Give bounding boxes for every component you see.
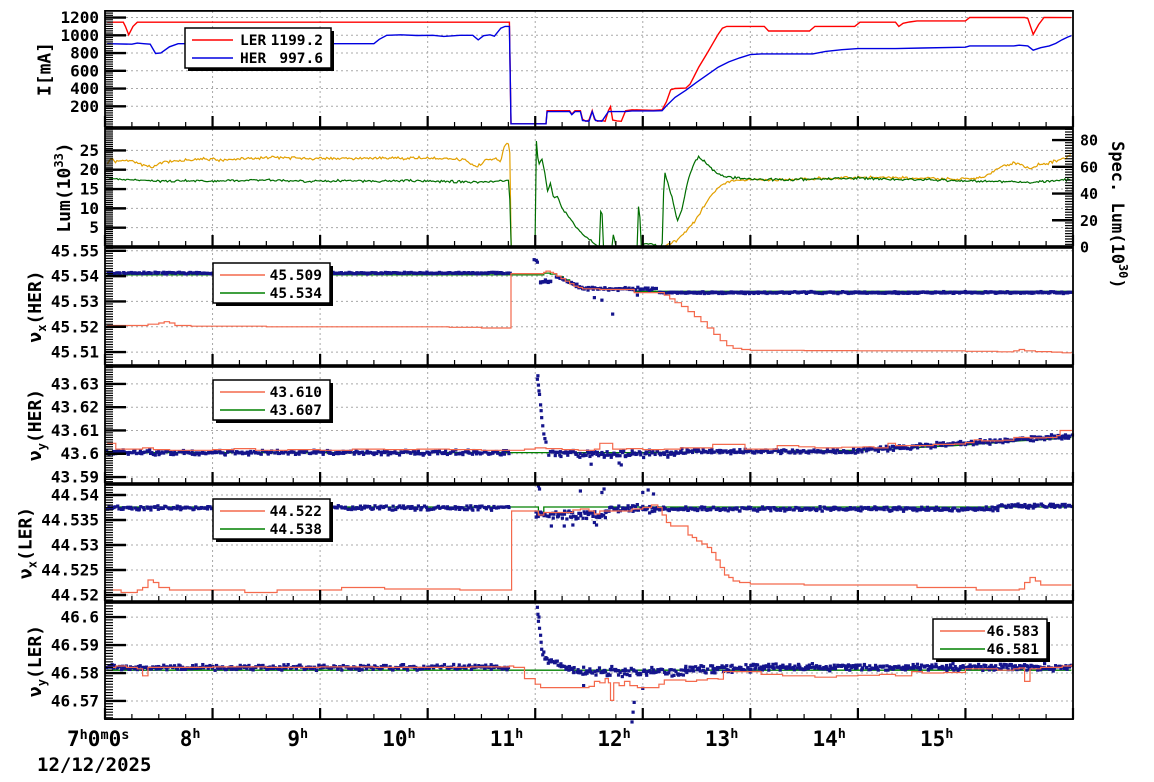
right-tick-label: 20 <box>1080 212 1098 230</box>
y-tick-label: 45.55 <box>51 241 99 260</box>
legend-series-value: 44.538 <box>270 522 322 538</box>
y-tick-label: 600 <box>70 61 99 80</box>
y-axis-label-nuy-ler: νy(LER) <box>25 625 49 697</box>
legend-series-value: 45.509 <box>270 268 322 284</box>
y-tick-label: 46.57 <box>51 691 99 710</box>
y-tick-label: 44.53 <box>51 536 99 555</box>
series-nuy-ler-set <box>107 664 1072 701</box>
legend-nuy-ler: 46.583 46.581 <box>932 618 1050 662</box>
y-tick-label: 43.62 <box>51 398 99 417</box>
plot-frame <box>104 601 1074 720</box>
y-tick-label: 5 <box>89 218 99 237</box>
y-tick-label: 46.6 <box>60 608 99 627</box>
y-axis-label-lum: Lum(1033) <box>52 142 75 232</box>
y-tick-label: 45.53 <box>51 292 99 311</box>
legend-series-value: 46.581 <box>987 642 1040 658</box>
right-tick-label: 60 <box>1080 158 1098 176</box>
legend-series-value: 45.534 <box>270 286 323 302</box>
series-luminosity <box>106 142 1071 248</box>
y-tick-label: 44.535 <box>41 511 99 530</box>
right-tick-label: 0 <box>1080 239 1089 257</box>
y-tick-label: 20 <box>80 160 99 179</box>
y-tick-label: 46.58 <box>51 664 99 683</box>
y-tick-label: 43.61 <box>51 421 99 440</box>
y-tick-label: 46.59 <box>51 636 99 655</box>
x-axis-labels: 7h0m0s 8h 9h 10h 11h 12h 13h 14h 15h <box>67 726 953 751</box>
series-nux-ler-set <box>107 504 1072 594</box>
y-tick-label: 10 <box>80 199 99 218</box>
series-HER-current <box>107 25 1072 125</box>
x-first-tick-label: 7h0m0s <box>67 727 129 751</box>
y-axis-label-nuy-her: νy(HER) <box>25 389 49 461</box>
plot-frame <box>104 127 1074 247</box>
legend-series-value: 1199.2 <box>271 33 323 49</box>
x-hour-label: 14h <box>812 726 845 751</box>
y-tick-label: 43.6 <box>60 444 99 463</box>
y-tick-label: 44.52 <box>51 586 99 605</box>
x-hour-label: 12h <box>597 726 630 751</box>
right-tick-label: 80 <box>1080 132 1098 150</box>
date-label: 12/12/2025 <box>37 754 152 776</box>
legend-series-name: LER <box>240 33 266 49</box>
x-hour-label: 13h <box>705 726 738 751</box>
y-axis-label-nux-ler: νx(LER) <box>15 507 39 579</box>
panel-nux-ler: 44.52 44.525 44.53 44.535 44.54 νx(LER) 44.522… <box>15 483 1075 605</box>
y-tick-label: 200 <box>70 97 99 116</box>
y-tick-label: 15 <box>80 180 99 199</box>
series-specific-luminosity <box>106 140 1071 248</box>
y-tick-label: 43.59 <box>51 468 99 487</box>
y-tick-label: 43.63 <box>51 374 99 393</box>
x-hour-label: 11h <box>490 726 523 751</box>
x-hour-label: 8h <box>180 726 201 751</box>
y-tick-label: 400 <box>70 79 99 98</box>
x-hour-label: 9h <box>287 726 308 751</box>
y-tick-label: 25 <box>80 141 99 160</box>
y-tick-label: 45.52 <box>51 317 99 336</box>
series-nuy-her-set <box>107 429 1072 451</box>
legend-series-value: 997.6 <box>279 51 323 67</box>
x-hour-label: 15h <box>920 726 953 751</box>
legend-nuy-her: 43.610 43.607 <box>212 379 333 423</box>
legend-series-value: 43.607 <box>270 403 322 419</box>
y-axis-label-nux-her: νx(HER) <box>25 270 49 342</box>
y-tick-label: 1200 <box>60 8 99 27</box>
y-tick-label: 44.54 <box>51 486 99 505</box>
y-tick-label: 45.51 <box>51 343 99 362</box>
series-nux-her-set <box>107 270 1072 354</box>
series-nuy-ler-measured <box>105 605 1073 724</box>
y-axis-label-current: I[mA] <box>35 42 56 96</box>
legend-nux-ler: 44.522 44.538 <box>212 498 333 542</box>
legend-series-value: 43.610 <box>270 385 322 401</box>
panel-nuy-ler: 46.57 46.58 46.59 46.6 νy(LER) 46.583 46.581 <box>25 601 1075 724</box>
legend-series-value: 44.522 <box>270 504 322 520</box>
legend-series-value: 46.583 <box>987 624 1039 640</box>
right-axis-label: Spec. Lum(1030) <box>1107 141 1130 289</box>
y-tick-label: 45.54 <box>51 267 99 286</box>
legend-series-name: HER <box>240 51 266 67</box>
x-hour-label: 10h <box>382 726 415 751</box>
y-tick-label: 1000 <box>60 26 99 45</box>
right-tick-label: 40 <box>1080 185 1098 203</box>
legend-nux-her: 45.509 45.534 <box>212 262 333 306</box>
plot-frame <box>104 365 1074 484</box>
y-tick-label: 800 <box>70 44 99 63</box>
y-tick-label: 44.525 <box>41 561 99 580</box>
legend-current: LER 1199.2 HER 997.6 <box>184 27 334 71</box>
